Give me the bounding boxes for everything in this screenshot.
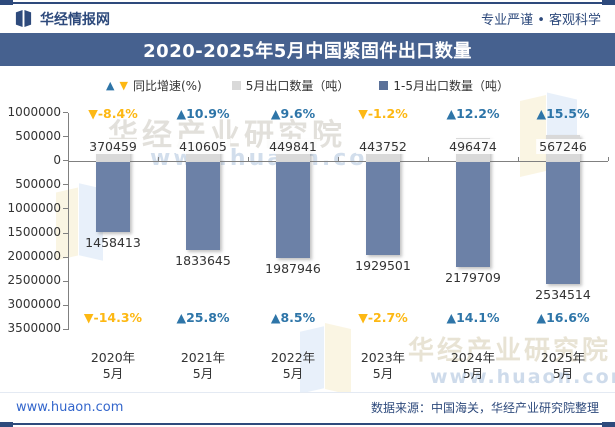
y-tick-label: 500000 — [15, 176, 61, 191]
category-label: 2025年 5月 — [540, 350, 586, 381]
x-axis-zero-line — [68, 161, 608, 162]
blue-square-icon — [379, 80, 389, 90]
bar-cumulative-export — [366, 162, 400, 255]
site-link[interactable]: www.huaon.com — [16, 399, 124, 415]
growth-label-cumulative: ▲16.6% — [536, 310, 590, 325]
y-tick-label: 500000 — [15, 128, 61, 143]
value-label-cumulative: 1458413 — [85, 234, 141, 250]
value-label-may: 567246 — [536, 139, 590, 154]
value-label-may: 410605 — [176, 139, 230, 154]
category-label: 2022年 5月 — [270, 350, 316, 381]
title-bar: 2020-2025年5月中国紧固件出口数量 — [0, 33, 615, 66]
x-tick-mark — [68, 157, 69, 161]
y-tick-label: 1500000 — [7, 225, 61, 239]
bottom-border-line — [0, 423, 615, 425]
header-slogan: 专业严谨 • 客观科学 — [481, 13, 601, 28]
data-source: 数据来源：中国海关，华经产业研究院整理 — [370, 400, 599, 415]
y-tick-mark — [63, 328, 68, 330]
growth-label-may: ▼-1.2% — [358, 106, 408, 121]
legend-label-growth: 同比增速(%) — [132, 78, 202, 93]
bar-cumulative-export — [546, 162, 580, 284]
growth-label-may: ▼-8.4% — [88, 106, 138, 121]
value-label-may: 449841 — [266, 139, 320, 154]
down-triangle-icon: ▼ — [119, 78, 128, 92]
x-tick-mark — [428, 157, 429, 161]
x-tick-mark — [518, 157, 519, 161]
bottom-left-cap — [0, 422, 13, 427]
growth-label-cumulative: ▲14.1% — [446, 310, 500, 325]
legend-label-may: 5月出口数量（吨） — [245, 78, 350, 93]
y-tick-mark — [63, 208, 68, 210]
growth-label-may: ▲10.9% — [176, 106, 230, 121]
category-label: 2021年 5月 — [180, 350, 226, 381]
y-tick-label: 3500000 — [7, 321, 61, 336]
category-label: 2023年 5月 — [360, 350, 406, 381]
top-border-line — [0, 2, 615, 4]
value-label-cumulative: 1833645 — [175, 252, 231, 268]
header: 华经情报网 专业严谨 • 客观科学 — [0, 4, 615, 33]
y-tick-label: 2500000 — [7, 273, 61, 288]
y-tick-mark — [63, 256, 68, 258]
y-tick-mark — [63, 184, 68, 186]
huajing-logo-icon — [14, 9, 33, 28]
top-left-cap — [0, 0, 13, 5]
value-label-may: 496474 — [446, 139, 500, 154]
growth-label-cumulative: ▲25.8% — [176, 310, 230, 325]
up-triangle-icon: ▲ — [106, 78, 115, 92]
y-tick-mark — [63, 232, 68, 234]
footer: www.huaon.com 数据来源：中国海关，华经产业研究院整理 — [0, 392, 615, 421]
brand: 华经情报网 — [14, 9, 110, 29]
bar-cumulative-export — [186, 162, 220, 250]
x-tick-mark — [338, 157, 339, 161]
legend-item-may: 5月出口数量（吨） — [231, 77, 350, 94]
value-label-may: 443752 — [356, 139, 410, 154]
y-tick-mark — [63, 304, 68, 306]
top-right-cap — [602, 0, 615, 5]
bar-cumulative-export — [96, 162, 130, 232]
bar-cumulative-export — [456, 162, 490, 267]
bottom-right-cap — [602, 422, 615, 427]
value-label-cumulative: 1987946 — [265, 260, 321, 276]
growth-label-cumulative: ▲8.5% — [270, 310, 316, 325]
bar-cumulative-export — [276, 162, 310, 258]
legend-label-cumulative: 1-5月出口数量（吨） — [393, 78, 509, 93]
category-label: 2024年 5月 — [450, 350, 496, 381]
growth-label-cumulative: ▼-14.3% — [83, 310, 143, 325]
legend-item-growth: ▲ ▼ 同比增速(%) — [106, 77, 202, 94]
value-label-may: 370459 — [86, 139, 140, 154]
growth-label-may: ▲15.5% — [536, 106, 590, 121]
value-label-cumulative: 2179709 — [445, 269, 501, 285]
y-tick-mark — [63, 160, 68, 162]
growth-label-may: ▲12.2% — [446, 106, 500, 121]
brand-name: 华经情报网 — [40, 11, 110, 28]
y-tick-mark — [63, 112, 68, 113]
chart-title: 2020-2025年5月中国紧固件出口数量 — [143, 40, 472, 62]
y-tick-mark — [63, 136, 68, 138]
growth-label-cumulative: ▼-2.7% — [358, 310, 408, 325]
category-label: 2020年 5月 — [90, 350, 136, 381]
y-tick-label: 1000000 — [7, 104, 61, 119]
y-axis-line — [68, 112, 69, 330]
value-label-cumulative: 2534514 — [535, 286, 591, 302]
y-tick-label: 1000000 — [7, 200, 61, 215]
y-tick-label: 0 — [53, 152, 61, 167]
chart-legend: ▲ ▼ 同比增速(%) 5月出口数量（吨） 1-5月出口数量（吨） — [0, 74, 615, 96]
y-tick-label: 2000000 — [7, 249, 61, 264]
x-tick-mark — [248, 157, 249, 161]
value-label-cumulative: 1929501 — [355, 257, 411, 273]
gray-square-icon — [231, 80, 241, 90]
x-tick-mark — [158, 157, 159, 161]
growth-label-may: ▲9.6% — [270, 106, 316, 121]
y-tick-label: 3000000 — [7, 297, 61, 312]
legend-item-cumulative: 1-5月出口数量（吨） — [379, 77, 509, 94]
y-tick-mark — [63, 280, 68, 282]
x-tick-mark — [608, 157, 609, 161]
